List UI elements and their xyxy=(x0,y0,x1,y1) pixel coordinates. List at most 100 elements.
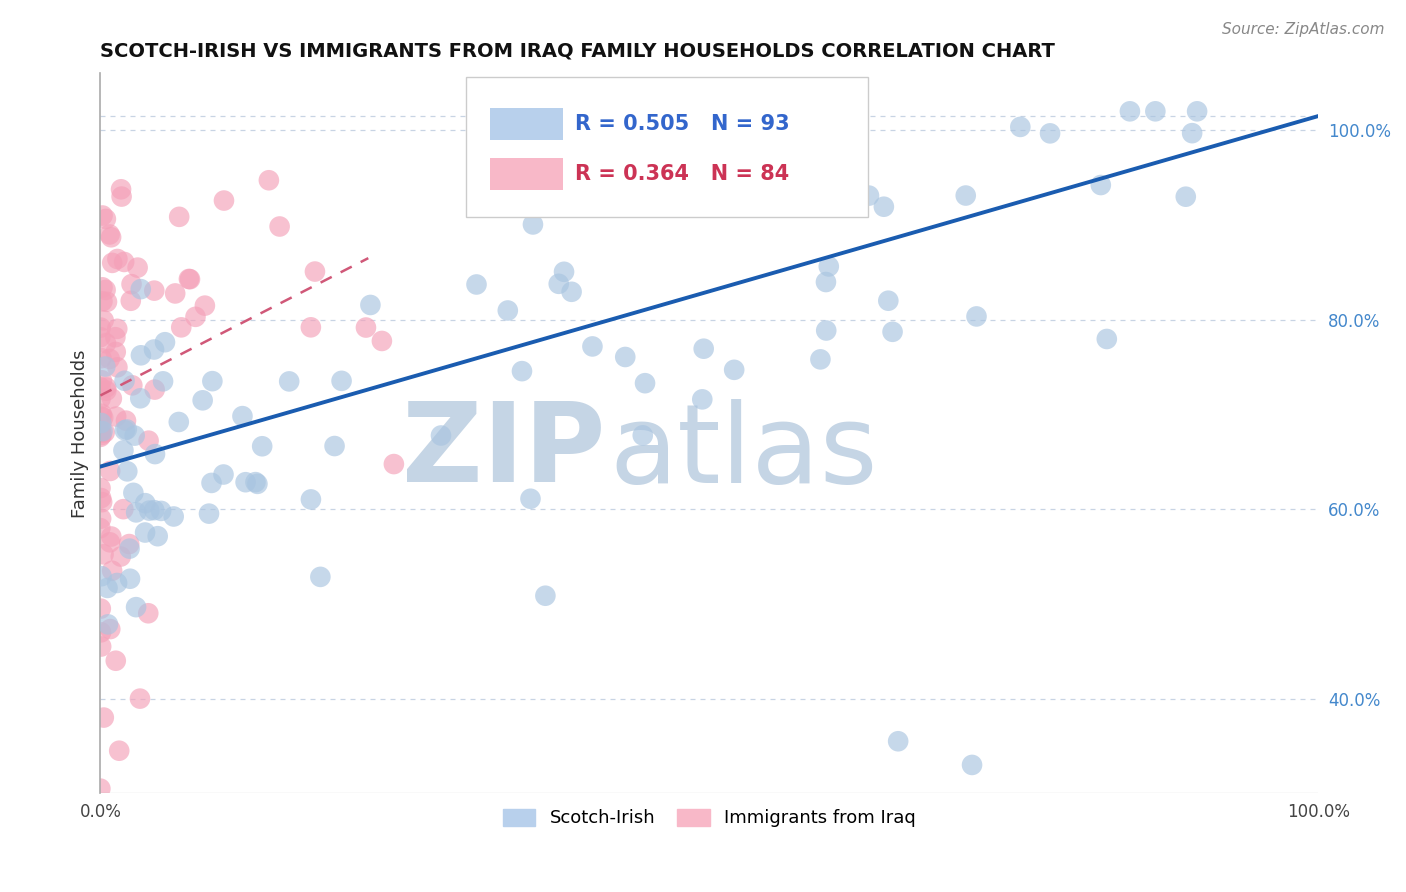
Point xyxy=(134,496,156,510)
Point xyxy=(110,182,132,196)
Point xyxy=(299,320,322,334)
Point xyxy=(91,410,114,425)
Point xyxy=(98,535,121,549)
Text: Source: ZipAtlas.com: Source: ZipAtlas.com xyxy=(1222,22,1385,37)
Point xyxy=(882,325,904,339)
Point xyxy=(955,188,977,202)
Point xyxy=(100,230,122,244)
Point xyxy=(877,293,900,308)
Point xyxy=(90,491,112,505)
Point xyxy=(482,189,505,203)
Point xyxy=(90,601,112,615)
Point xyxy=(98,351,121,366)
Point xyxy=(89,430,111,444)
Point xyxy=(105,576,128,591)
Point xyxy=(105,322,128,336)
Point xyxy=(184,310,207,324)
Point xyxy=(90,640,112,654)
Text: R = 0.364   N = 84: R = 0.364 N = 84 xyxy=(575,164,790,185)
Point xyxy=(93,425,115,440)
Point xyxy=(93,547,115,561)
Point xyxy=(177,272,200,286)
Point xyxy=(330,374,353,388)
Point xyxy=(93,313,115,327)
Point xyxy=(89,781,111,796)
Point xyxy=(1144,104,1167,119)
Point xyxy=(120,293,142,308)
Point xyxy=(118,572,141,586)
Point xyxy=(114,374,136,388)
Point xyxy=(153,335,176,350)
Point xyxy=(91,209,114,223)
Point xyxy=(90,416,112,430)
Y-axis label: Family Households: Family Households xyxy=(72,349,89,517)
Point xyxy=(90,625,112,640)
Point xyxy=(110,189,132,203)
Point xyxy=(125,505,148,519)
Point xyxy=(104,345,127,359)
Point xyxy=(631,428,654,442)
Point xyxy=(90,424,112,438)
Point xyxy=(194,299,217,313)
Point xyxy=(257,173,280,187)
FancyBboxPatch shape xyxy=(465,77,868,218)
Point xyxy=(143,503,166,517)
Point xyxy=(114,423,136,437)
Point xyxy=(198,507,221,521)
Point xyxy=(966,310,988,324)
Point xyxy=(212,194,235,208)
Point xyxy=(129,392,152,406)
Point xyxy=(89,521,111,535)
Point xyxy=(713,191,735,205)
Point xyxy=(138,503,160,517)
Point xyxy=(90,569,112,583)
Point xyxy=(96,384,118,398)
Point xyxy=(90,373,112,387)
Point xyxy=(94,283,117,297)
Point xyxy=(107,252,129,266)
Point xyxy=(887,734,910,748)
Point xyxy=(93,710,115,724)
Point xyxy=(115,422,138,436)
Point xyxy=(568,184,591,198)
Legend: Scotch-Irish, Immigrants from Iraq: Scotch-Irish, Immigrants from Iraq xyxy=(496,802,922,835)
Point xyxy=(91,294,114,309)
Point xyxy=(101,564,124,578)
Point xyxy=(304,264,326,278)
Point xyxy=(98,622,121,636)
Point xyxy=(1039,127,1062,141)
Point xyxy=(817,260,839,274)
Point xyxy=(129,282,152,296)
Point xyxy=(89,392,111,406)
Point xyxy=(810,352,832,367)
Point xyxy=(430,428,453,442)
Point xyxy=(105,409,128,424)
Point xyxy=(690,392,713,407)
Point xyxy=(143,284,166,298)
Point xyxy=(179,272,201,286)
Point xyxy=(118,541,141,556)
Point xyxy=(104,654,127,668)
Text: atlas: atlas xyxy=(609,400,877,507)
Point xyxy=(1095,332,1118,346)
Point xyxy=(634,376,657,391)
Point xyxy=(90,351,112,366)
Text: R = 0.505   N = 93: R = 0.505 N = 93 xyxy=(575,114,790,134)
Point xyxy=(98,464,121,478)
Point xyxy=(614,350,637,364)
Point xyxy=(129,691,152,706)
Point xyxy=(96,380,118,394)
Point xyxy=(101,256,124,270)
Point xyxy=(873,200,896,214)
Point xyxy=(201,374,224,388)
Point xyxy=(465,277,488,292)
Point xyxy=(122,486,145,500)
Point xyxy=(112,255,135,269)
Point xyxy=(191,393,214,408)
Point xyxy=(100,529,122,543)
Point xyxy=(170,320,193,334)
Point xyxy=(634,116,657,130)
Point xyxy=(104,330,127,344)
Point xyxy=(112,502,135,516)
Point xyxy=(115,414,138,428)
